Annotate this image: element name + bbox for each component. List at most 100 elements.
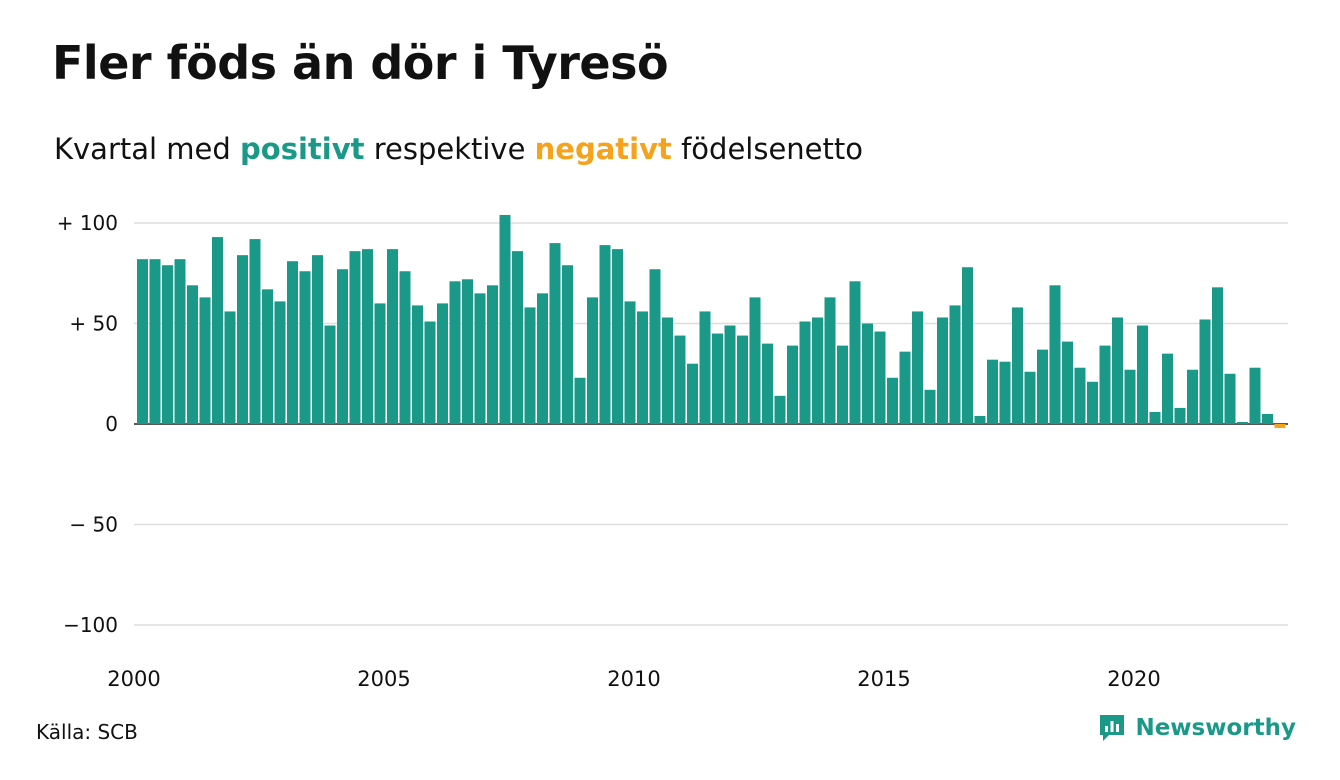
bar [812, 317, 823, 424]
bar [412, 305, 423, 424]
bar [987, 359, 998, 424]
bar [949, 305, 961, 424]
bar [899, 351, 911, 424]
bar [824, 297, 836, 424]
bar [1262, 413, 1273, 424]
bar [1224, 373, 1236, 424]
bar [774, 395, 786, 424]
bar [912, 311, 923, 424]
subtitle-suffix: födelsenetto [681, 132, 863, 166]
bar [1112, 317, 1123, 424]
y-tick-label: −100 [63, 613, 118, 637]
bar [612, 249, 623, 424]
subtitle-prefix: Kvartal med [54, 132, 231, 166]
bar [387, 249, 398, 424]
bar [924, 389, 936, 424]
bar [1199, 319, 1211, 424]
bar [737, 335, 748, 424]
bar [1249, 367, 1261, 424]
bar [1174, 407, 1186, 424]
x-tick-label: 2015 [857, 667, 910, 691]
bar [674, 335, 686, 424]
bar [499, 214, 511, 424]
bar [437, 303, 448, 424]
bar [524, 307, 536, 424]
subtitle-middle: respektive [373, 132, 526, 166]
bar [687, 363, 698, 424]
bar [712, 333, 723, 424]
bar [849, 281, 861, 424]
bar [637, 311, 648, 424]
bar [1124, 369, 1136, 424]
bar [374, 303, 386, 424]
bar [1237, 421, 1248, 424]
bar [1137, 325, 1148, 424]
bar [874, 331, 886, 424]
bar [799, 321, 811, 424]
bar [212, 237, 223, 424]
bar [187, 285, 198, 424]
y-tick-label: − 50 [69, 513, 118, 537]
bar [199, 297, 211, 424]
bar [1087, 381, 1098, 424]
bar [324, 325, 336, 424]
y-tick-label: 0 [105, 412, 118, 436]
bar [162, 265, 173, 424]
y-tick-label: + 50 [69, 312, 118, 336]
x-tick-label: 2005 [357, 667, 410, 691]
x-tick-label: 2020 [1107, 667, 1160, 691]
bar [299, 271, 311, 424]
bar [274, 301, 286, 424]
bars [137, 214, 1286, 429]
bar [1037, 349, 1048, 424]
bar [1162, 353, 1173, 424]
bar [1187, 369, 1198, 424]
bar [1149, 411, 1161, 424]
bar [174, 259, 186, 424]
bar [962, 267, 973, 424]
y-tick-label: + 100 [57, 211, 118, 235]
subtitle-positive-word: positivt [240, 132, 365, 166]
bar [312, 255, 323, 424]
bar [1062, 341, 1073, 424]
bar [249, 239, 261, 424]
bar [462, 279, 473, 424]
bar [512, 251, 523, 424]
bar [337, 269, 348, 424]
bar [662, 317, 673, 424]
newsworthy-logo-icon [1100, 715, 1125, 741]
bar [487, 285, 498, 424]
chart-subtitle: Kvartal med positivt respektive negativt… [54, 132, 863, 166]
bar [349, 251, 361, 424]
bar [1074, 367, 1086, 424]
brand-logo[interactable]: Newsworthy [1097, 712, 1296, 744]
bar [624, 301, 636, 424]
bar [449, 281, 461, 424]
bar [574, 377, 586, 424]
bar [362, 249, 373, 424]
bar [537, 293, 548, 424]
bar [937, 317, 948, 424]
bar [1012, 307, 1023, 424]
bar [699, 311, 711, 424]
bar [562, 265, 573, 424]
x-tick-label: 2000 [107, 667, 160, 691]
x-tick-label: 2010 [607, 667, 660, 691]
bar [1212, 287, 1223, 424]
bar [237, 255, 248, 424]
bar [837, 345, 848, 424]
bar [137, 259, 148, 424]
bar [262, 289, 273, 424]
bar [787, 345, 798, 424]
bar [587, 297, 598, 424]
bar [649, 269, 661, 424]
brand-name: Newsworthy [1135, 715, 1296, 741]
bar [1274, 424, 1286, 429]
bar [399, 271, 411, 424]
bar [1099, 345, 1111, 424]
bar [862, 323, 873, 424]
bar [224, 311, 236, 424]
x-axis-ticks: 2000 2005 2010 2015 2020 [107, 667, 1160, 691]
bar [549, 243, 561, 424]
bar [762, 343, 773, 424]
